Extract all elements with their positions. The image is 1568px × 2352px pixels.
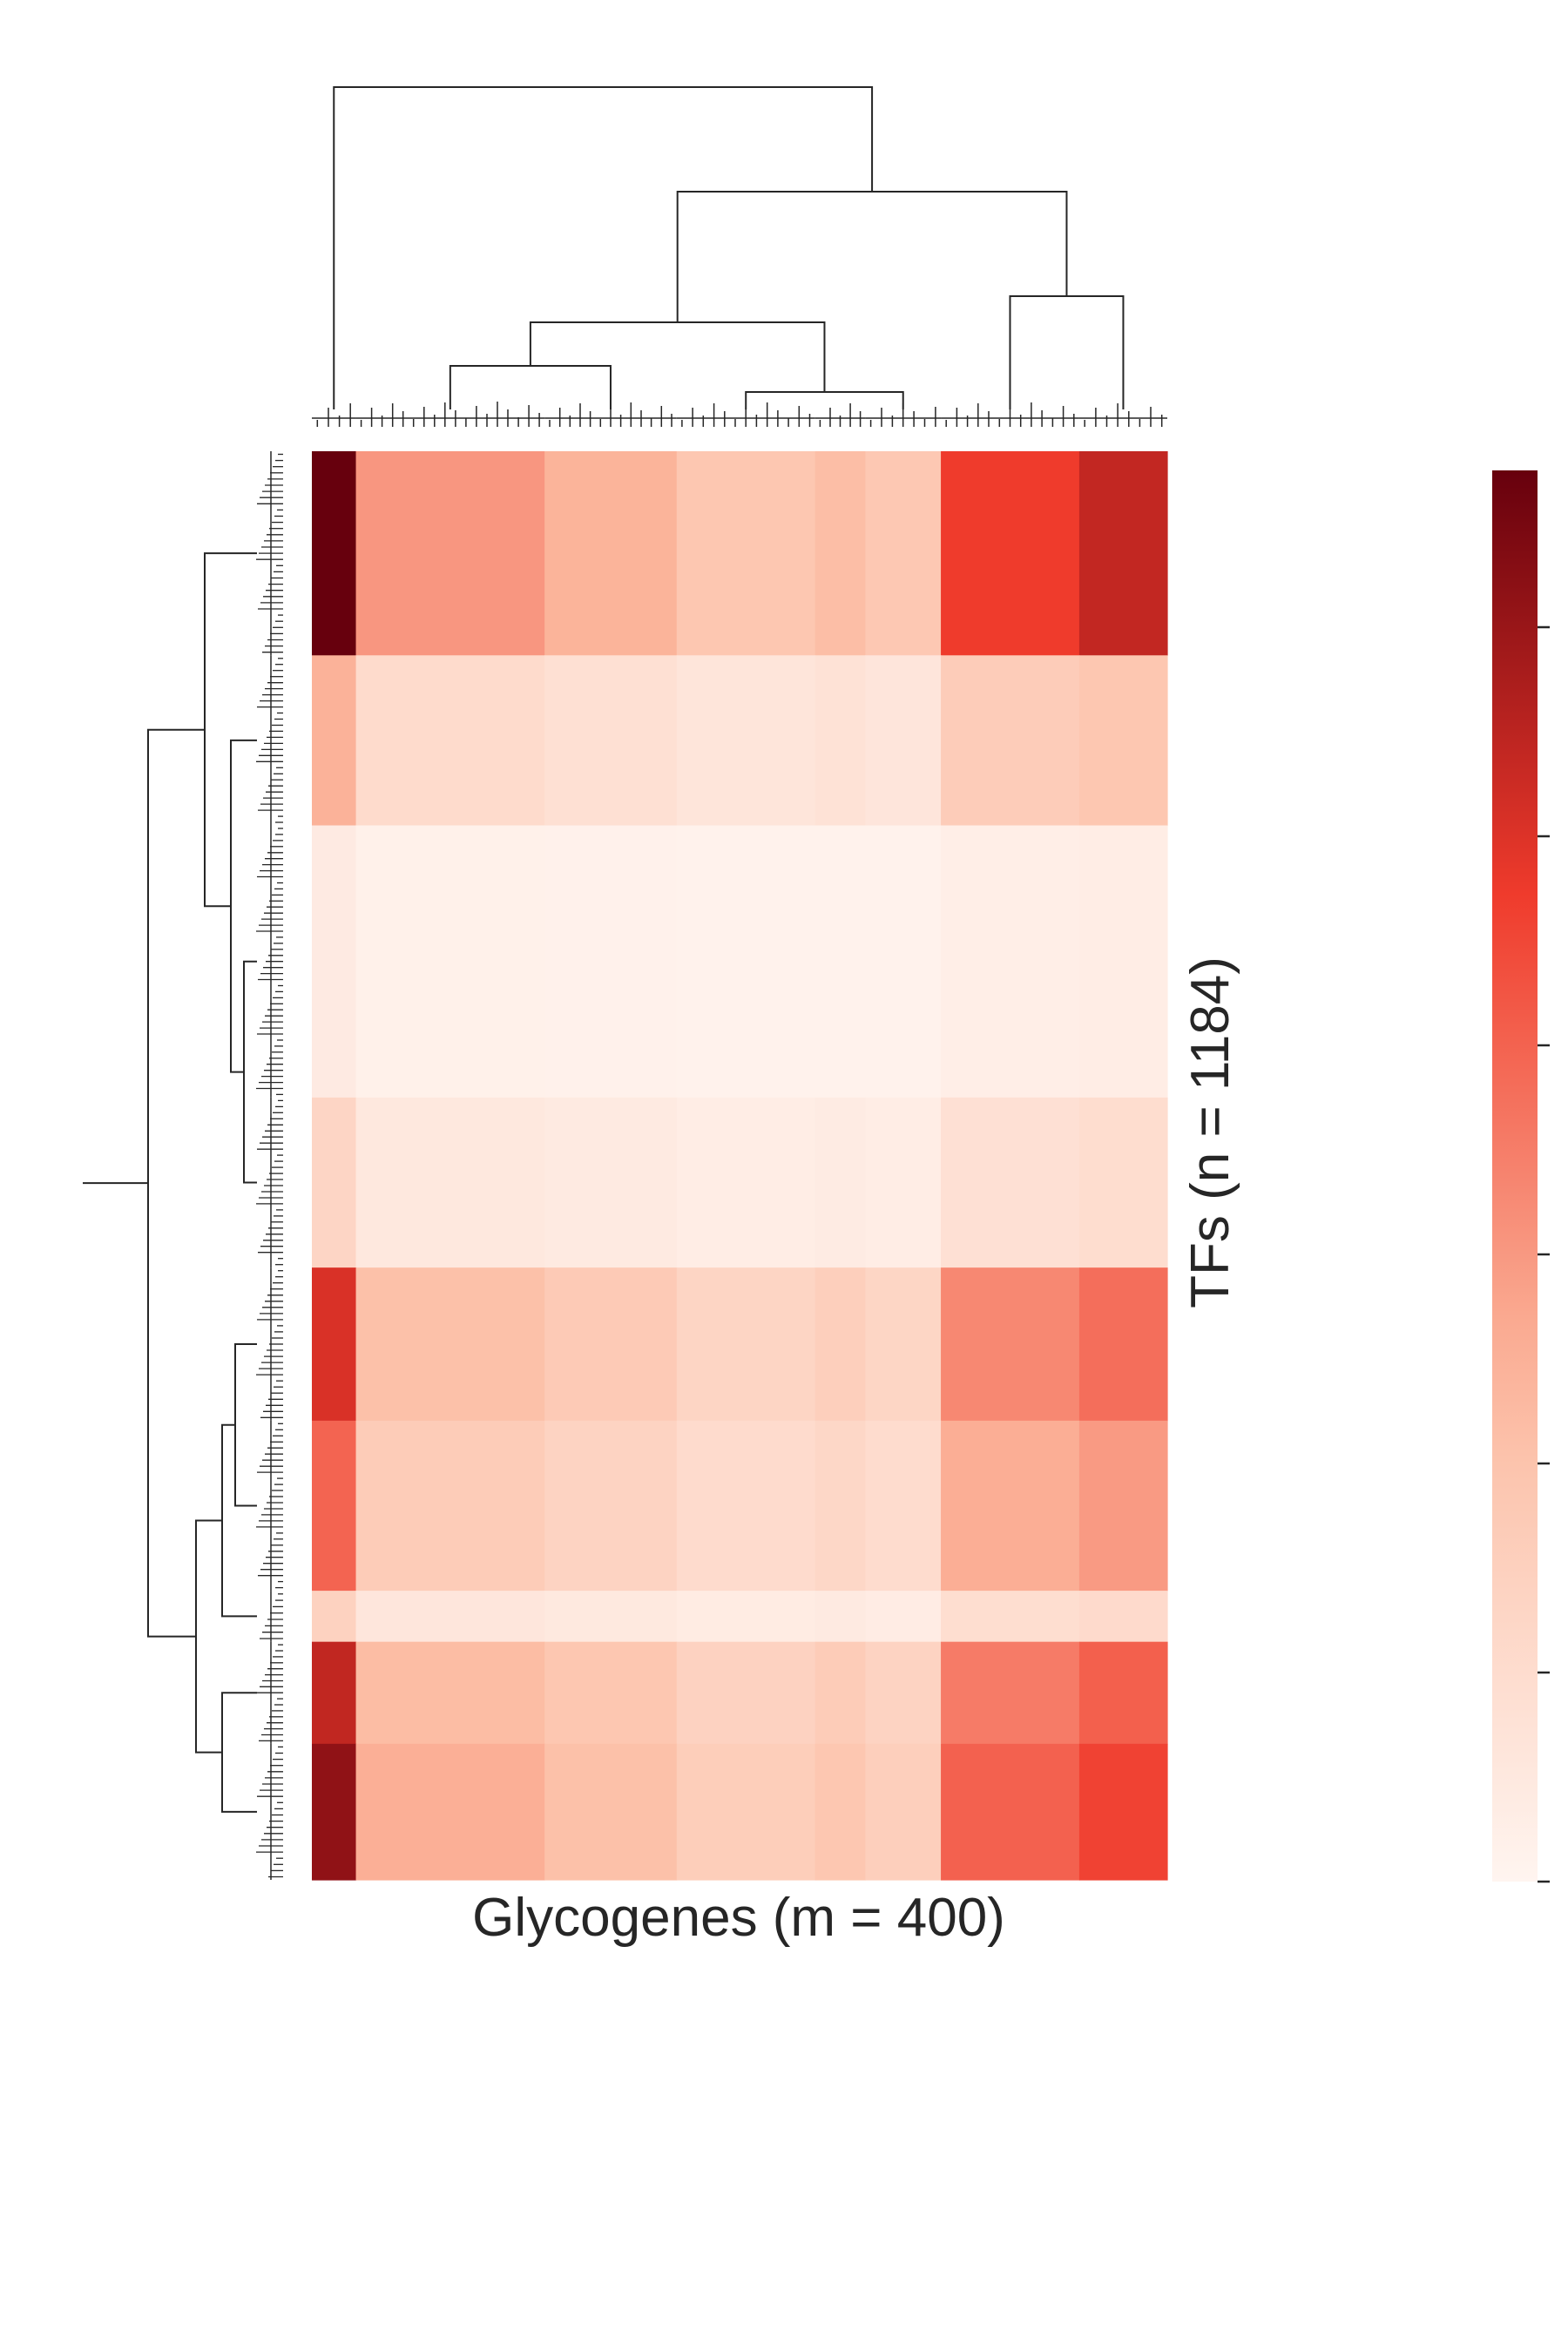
dendrogram-link (147, 728, 205, 1638)
heatmap-cell-R1-C2 (355, 451, 545, 656)
heatmap-cell-R2-C6 (865, 655, 942, 827)
heatmap-cell-R6-C3 (544, 1420, 678, 1592)
heatmap-cell-R7-C3 (544, 1591, 678, 1643)
heatmap-cell-R1-C6 (865, 451, 942, 656)
heatmap-cell-R1-C3 (544, 451, 678, 656)
heatmap-cell-R9-C6 (865, 1743, 942, 1881)
heatmap-cell-R5-C2 (355, 1267, 545, 1422)
heatmap-cell-R6-C1 (312, 1420, 357, 1592)
colorbar-gradient (1492, 470, 1538, 1882)
dendrogram-link (745, 391, 904, 409)
heatmap-cell-R1-C7 (941, 451, 1080, 656)
heatmap-cell-R9-C3 (544, 1743, 678, 1881)
heatmap-cell-R6-C4 (676, 1420, 816, 1592)
dendrogram-link (333, 86, 874, 409)
heatmap-cell-R9-C8 (1078, 1743, 1168, 1881)
heatmap-cell-R8-C3 (544, 1641, 678, 1745)
heatmap-cell-R4-C6 (865, 1097, 942, 1268)
heatmap-cell-R2-C3 (544, 655, 678, 827)
heatmap-cell-R1-C5 (814, 451, 867, 656)
heatmap-cell-R5-C8 (1078, 1267, 1168, 1422)
dendrogram-link (221, 1692, 257, 1813)
heatmap-cell-R4-C5 (814, 1097, 867, 1268)
heatmap-cell-R7-C5 (814, 1591, 867, 1643)
heatmap-cell-R5-C5 (814, 1267, 867, 1422)
heatmap-cell-R4-C2 (355, 1097, 545, 1268)
dendrogram-link (1009, 295, 1125, 409)
heatmap-cell-R3-C3 (544, 825, 678, 1098)
heatmap-cell-R7-C4 (676, 1591, 816, 1643)
heatmap-cell-R8-C7 (941, 1641, 1080, 1745)
heatmap-cell-R1-C4 (676, 451, 816, 656)
heatmap-cell-R8-C5 (814, 1641, 867, 1745)
heatmap-cell-R2-C2 (355, 655, 545, 827)
heatmap-cell-R2-C8 (1078, 655, 1168, 827)
dendrogram-link (676, 191, 1068, 322)
heatmap-cell-R9-C2 (355, 1743, 545, 1881)
heatmap-cell-R2-C5 (814, 655, 867, 827)
colorbar (1492, 470, 1550, 1883)
dendrogram-link (195, 1519, 222, 1754)
heatmap-cell-R4-C3 (544, 1097, 678, 1268)
heatmap-cell-R5-C1 (312, 1267, 357, 1422)
y-axis-label: TFs (n = 1184) (1180, 956, 1240, 1308)
heatmap-cell-R6-C5 (814, 1420, 867, 1592)
heatmap-cell-R4-C4 (676, 1097, 816, 1268)
heatmap-cell-R6-C2 (355, 1420, 545, 1592)
heatmap-cell-R9-C4 (676, 1743, 816, 1881)
heatmap-cell-R8-C1 (312, 1641, 357, 1745)
heatmap-cell-R4-C1 (312, 1097, 357, 1268)
heatmap-cell-R3-C8 (1078, 825, 1168, 1098)
heatmap-cell-R5-C6 (865, 1267, 942, 1422)
heatmap-cell-R7-C1 (312, 1591, 357, 1643)
dendrogram-link (221, 1423, 257, 1618)
heatmap-cell-R3-C6 (865, 825, 942, 1098)
heatmap-cell-R3-C2 (355, 825, 545, 1098)
heatmap-cell-R2-C1 (312, 655, 357, 827)
heatmap-cell-R6-C8 (1078, 1420, 1168, 1592)
heatmap-cell-R7-C6 (865, 1591, 942, 1643)
heatmap-cell-R1-C8 (1078, 451, 1168, 656)
heatmap-cell-R9-C5 (814, 1743, 867, 1881)
heatmap-cell-R7-C2 (355, 1591, 545, 1643)
heatmap-cell-R1-C1 (312, 451, 357, 656)
row-dendrogram (83, 451, 283, 1880)
column-dendrogram (312, 86, 1167, 427)
heatmap-cell-R5-C7 (941, 1267, 1080, 1422)
heatmap-cell-R9-C7 (941, 1743, 1080, 1881)
heatmap-cell-R5-C4 (676, 1267, 816, 1422)
heatmap-cell-R4-C7 (941, 1097, 1080, 1268)
heatmap-cell-R8-C6 (865, 1641, 942, 1745)
heatmap-cell-R3-C7 (941, 825, 1080, 1098)
heatmap-cell-R3-C4 (676, 825, 816, 1098)
heatmap-cell-R7-C8 (1078, 1591, 1168, 1643)
dendrogram-link (449, 365, 612, 409)
dendrogram-link (234, 1343, 257, 1507)
heatmap-cell-R2-C4 (676, 655, 816, 827)
heatmap-cell-R4-C8 (1078, 1097, 1168, 1268)
heatmap-cell-R2-C7 (941, 655, 1080, 827)
heatmap-cell-R5-C3 (544, 1267, 678, 1422)
heatmap-cell-R3-C5 (814, 825, 867, 1098)
heatmap-cell-R3-C1 (312, 825, 357, 1098)
heatmap-grid (312, 451, 1168, 1881)
heatmap-cell-R6-C7 (941, 1420, 1080, 1592)
heatmap-cell-R6-C6 (865, 1420, 942, 1592)
heatmap-cell-R7-C7 (941, 1591, 1080, 1643)
heatmap-cell-R8-C8 (1078, 1641, 1168, 1745)
dendrogram-link (243, 960, 257, 1184)
x-axis-label: Glycogenes (m = 400) (472, 1888, 1005, 1948)
dendrogram-link (529, 321, 826, 392)
heatmap-cell-R8-C4 (676, 1641, 816, 1745)
heatmap-cell-R9-C1 (312, 1743, 357, 1881)
heatmap-cell-R8-C2 (355, 1641, 545, 1745)
